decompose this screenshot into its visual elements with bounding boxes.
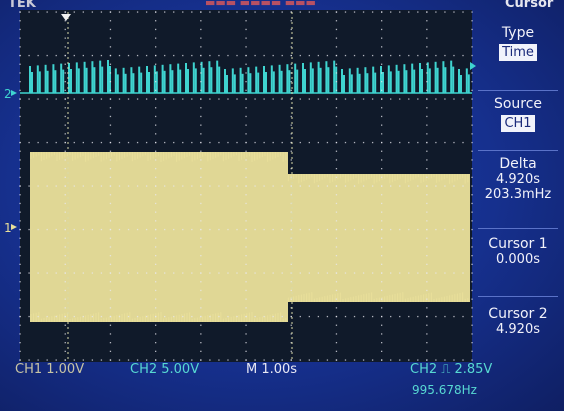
menu-delta-title: Delta	[499, 156, 537, 172]
ch2-waveform	[20, 60, 472, 94]
menu-source-button[interactable]: Source CH1	[478, 90, 558, 132]
menu-source-title: Source	[493, 96, 543, 112]
menu-delta-readout: Delta 4.920s 203.3mHz	[478, 150, 558, 202]
menu-delta-time: 4.920s	[496, 172, 540, 187]
timebase-status: M 1.00s	[246, 362, 298, 377]
trigger-status: CH2 ⎍ 2.85V	[410, 362, 493, 377]
menu-type-value: Time	[499, 44, 537, 61]
graticule-grid	[19, 11, 473, 361]
ch1-waveform	[30, 152, 470, 322]
brand-label: TEK	[8, 0, 36, 11]
trigger-position-icon	[61, 14, 71, 21]
ch1-marker-arrow-icon	[11, 224, 17, 230]
menu-title: Cursor	[505, 0, 554, 11]
menu-type-button[interactable]: Type Time	[478, 26, 558, 61]
frequency-status: 995.678Hz	[412, 383, 477, 397]
menu-cursor1-button[interactable]: Cursor 1 0.000s	[478, 228, 558, 267]
acquisition-status: ▬▬▬ ▬▬▬▬ ▬▬▬	[205, 0, 316, 9]
menu-cursor1-title: Cursor 1	[488, 236, 548, 252]
ch2-scale-status: CH2 5.00V	[130, 362, 200, 377]
menu-cursor1-value: 0.000s	[496, 252, 540, 267]
ch2-marker-arrow-icon	[11, 90, 17, 96]
menu-source-value: CH1	[501, 115, 535, 132]
ch1-scale-status: CH1 1.00V	[15, 362, 85, 377]
menu-cursor2-button[interactable]: Cursor 2 4.920s	[478, 296, 558, 337]
menu-cursor2-value: 4.920s	[496, 322, 540, 337]
menu-delta-freq: 203.3mHz	[484, 187, 552, 202]
ch1-marker: 1	[4, 221, 12, 235]
ch2-marker: 2	[4, 87, 12, 101]
menu-type-title: Type	[501, 25, 535, 41]
trigger-level-icon	[470, 62, 476, 70]
menu-cursor2-title: Cursor 2	[488, 306, 548, 322]
